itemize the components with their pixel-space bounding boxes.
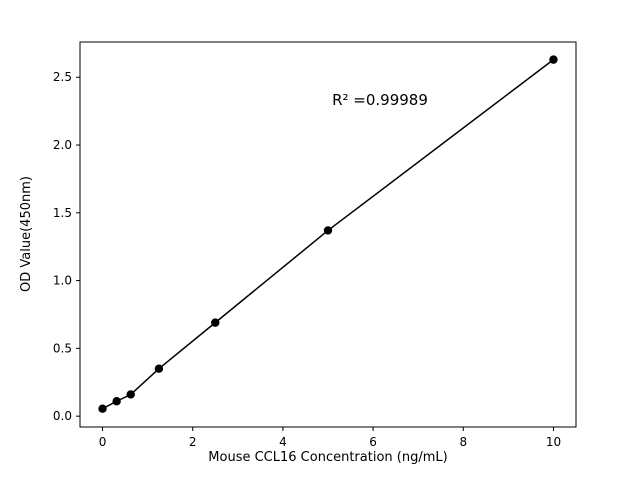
- plot-frame: [79, 41, 577, 428]
- data-point: [211, 318, 220, 327]
- r-squared-annotation: R² =0.99989: [332, 91, 428, 109]
- y-tick-label: 2.5: [53, 70, 72, 84]
- x-tick-label: 4: [279, 435, 287, 449]
- data-point: [98, 404, 107, 413]
- data-point: [549, 55, 558, 64]
- y-axis-label: OD Value(450nm): [19, 176, 34, 292]
- data-point: [154, 364, 164, 373]
- data-point: [112, 397, 121, 406]
- x-tick-label: 8: [459, 435, 467, 449]
- y-tick-label: 1.5: [53, 206, 72, 220]
- y-tick-label: 0.5: [53, 341, 72, 355]
- y-tick-label: 2.0: [53, 138, 72, 152]
- x-tick-label: 2: [189, 435, 197, 449]
- x-tick-label: 10: [546, 435, 561, 449]
- x-tick-label: 0: [99, 435, 107, 449]
- data-point: [126, 390, 135, 399]
- data-point: [323, 226, 333, 235]
- x-axis-label: Mouse CCL16 Concentration (ng/mL): [208, 450, 447, 465]
- y-tick-label: 0.0: [53, 409, 72, 423]
- x-tick-label: 6: [369, 435, 377, 449]
- y-tick-label: 1.0: [53, 274, 72, 288]
